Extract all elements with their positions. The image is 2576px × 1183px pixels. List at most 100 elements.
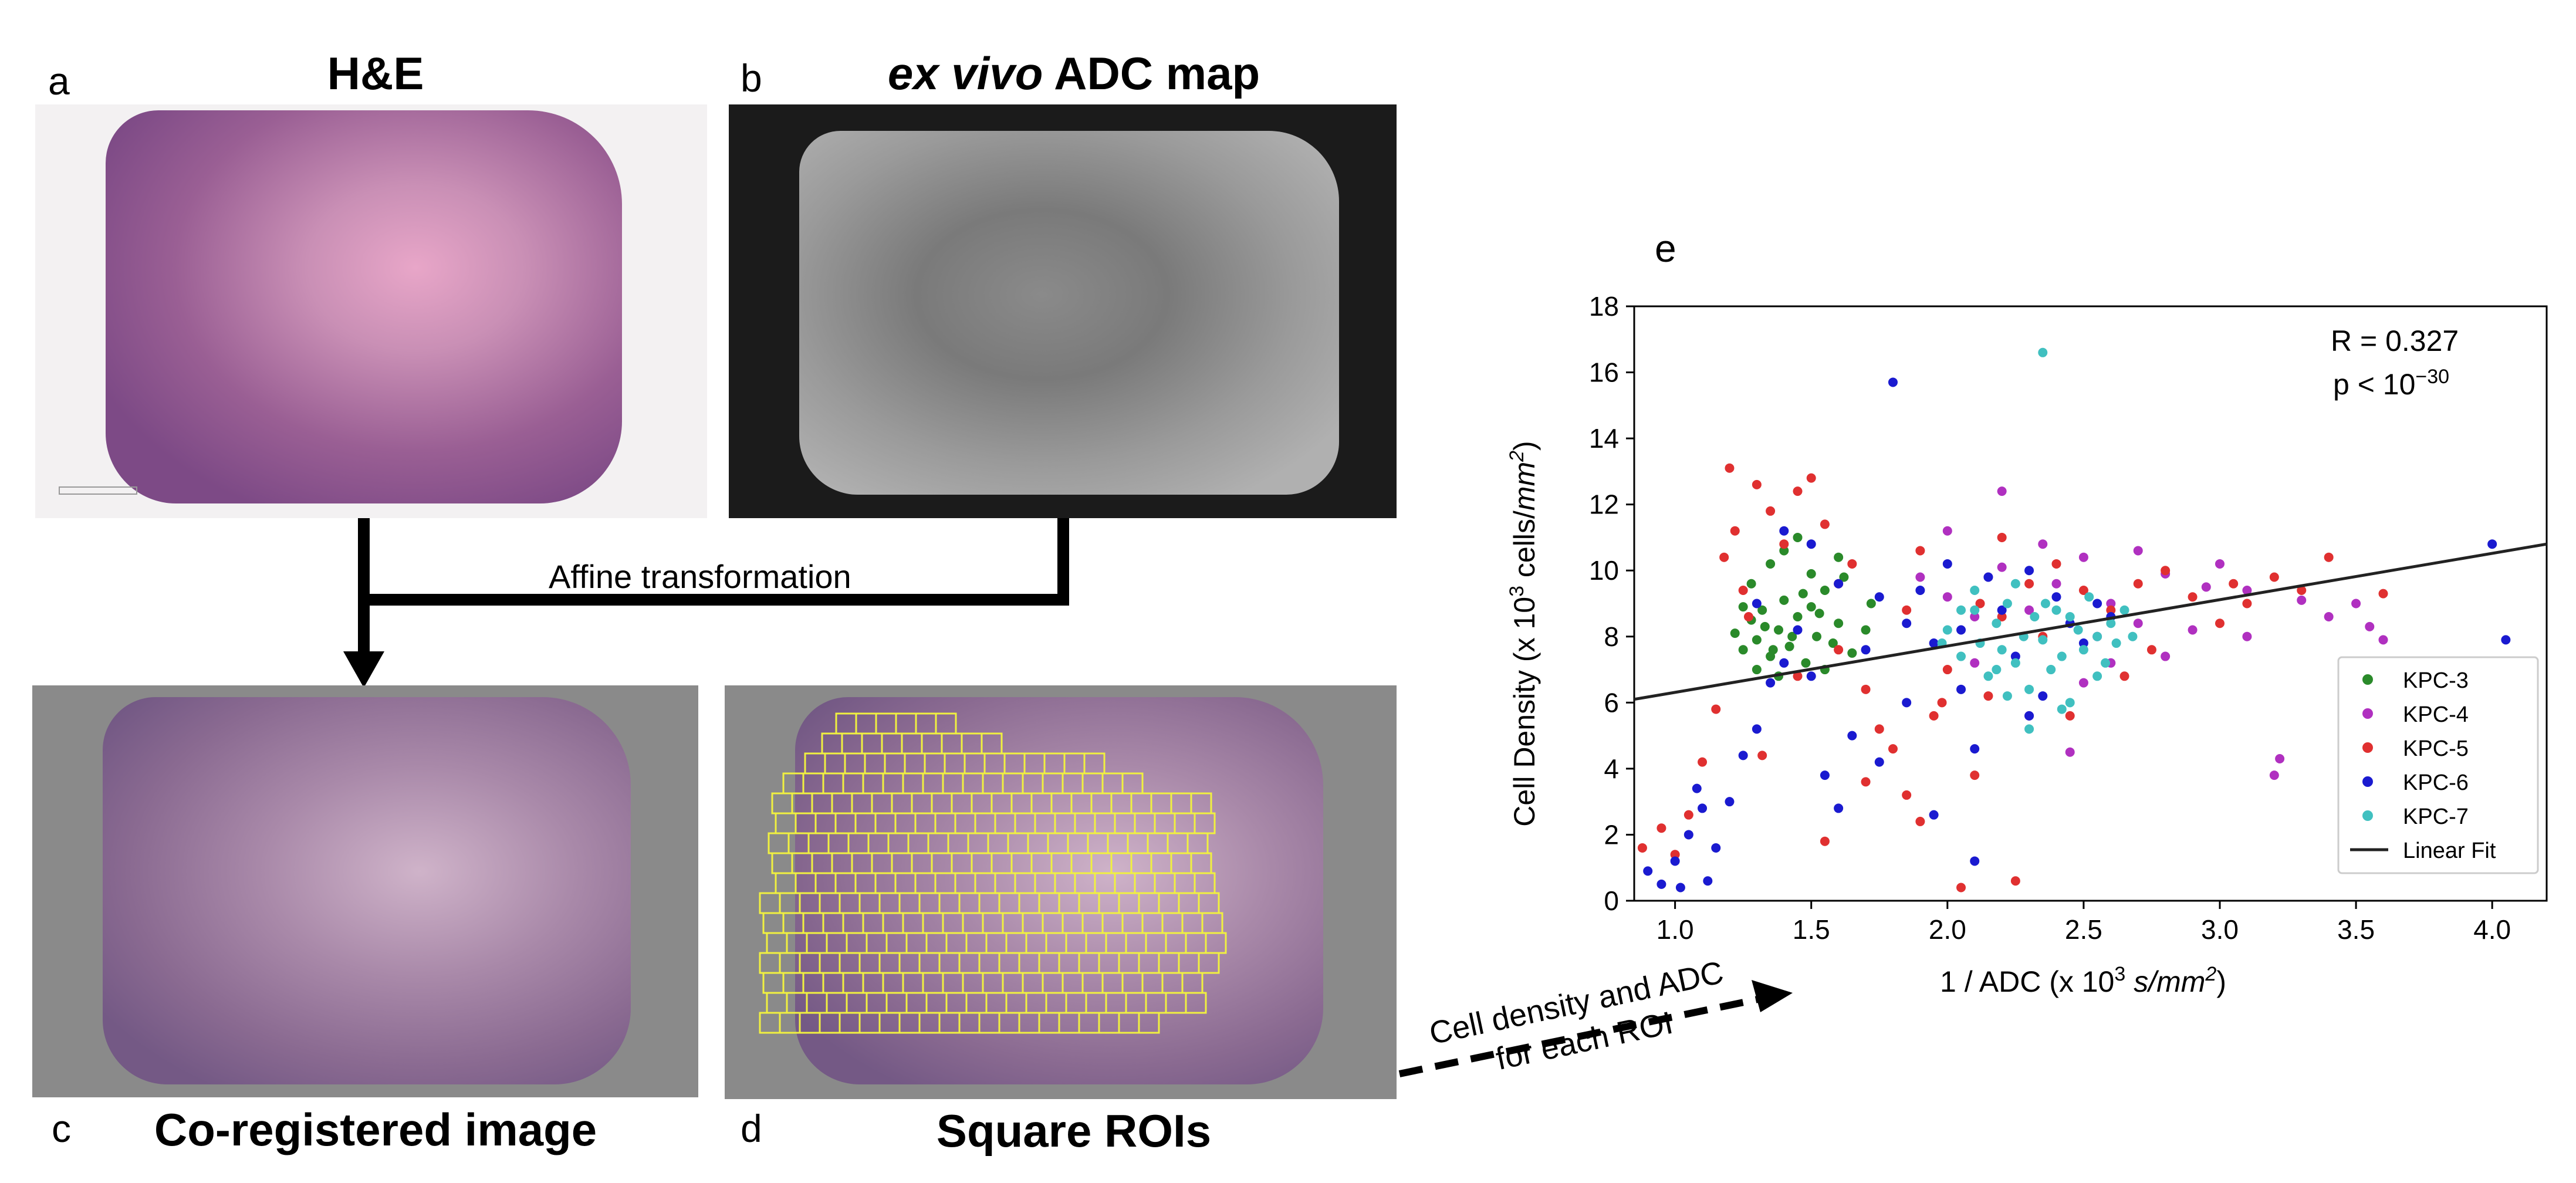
data-point-kpc-4	[2297, 595, 2307, 605]
roi-square	[947, 832, 969, 854]
roi-square	[1167, 832, 1189, 854]
data-point-kpc-6	[1861, 645, 1871, 655]
data-point-kpc-6	[1752, 724, 1762, 734]
data-point-kpc-6	[1711, 843, 1721, 853]
data-point-kpc-4	[1970, 658, 1980, 668]
roi-square	[1138, 892, 1160, 914]
data-point-kpc-7	[2065, 698, 2075, 708]
roi-square	[925, 932, 948, 954]
roi-square	[918, 1012, 941, 1034]
roi-square	[925, 992, 948, 1014]
data-point-kpc-5	[1975, 599, 1985, 609]
roi-square	[967, 832, 989, 854]
data-point-kpc-4	[1915, 572, 1925, 582]
data-point-kpc-6	[2092, 599, 2102, 609]
roi-square	[766, 932, 788, 954]
x-tick-label: 1.5	[1793, 914, 1830, 945]
roi-square	[822, 972, 844, 994]
data-point-kpc-6	[1970, 744, 1980, 754]
roi-square	[1190, 792, 1212, 814]
data-point-kpc-7	[1956, 605, 1966, 615]
data-point-kpc-5	[2188, 592, 2198, 602]
roi-square	[958, 892, 981, 914]
roi-square	[1065, 932, 1087, 954]
data-point-kpc-7	[2002, 599, 2012, 609]
data-point-kpc-6	[1779, 658, 1789, 668]
data-point-kpc-7	[2038, 635, 2048, 645]
roi-square	[874, 872, 897, 894]
y-tick-label: 10	[1589, 555, 1619, 586]
roi-square	[1101, 772, 1124, 795]
legend-label: Linear Fit	[2403, 839, 2496, 863]
roi-square	[1074, 812, 1096, 834]
data-point-kpc-7	[2057, 704, 2067, 714]
roi-square	[867, 832, 890, 854]
roi-square	[782, 972, 804, 994]
data-point-kpc-3	[1820, 585, 1830, 595]
affine-label: Affine transformation	[549, 558, 851, 595]
roi-square	[1005, 992, 1027, 1014]
roi-square	[1063, 752, 1086, 775]
data-point-kpc-4	[2161, 651, 2171, 661]
roi-square	[898, 952, 921, 974]
roi-square	[891, 852, 913, 874]
data-point-kpc-6	[1725, 797, 1735, 807]
roi-square	[954, 812, 976, 834]
roi-square	[898, 892, 921, 914]
panel-d-title: Square ROIs	[936, 1105, 1212, 1157]
data-point-kpc-6	[1834, 803, 1844, 813]
roi-square	[962, 912, 984, 934]
roi-square	[905, 992, 928, 1014]
roi-square	[791, 852, 813, 874]
roi-square	[938, 952, 961, 974]
roi-square	[911, 852, 933, 874]
roi-square	[846, 992, 868, 1014]
roi-square	[1070, 792, 1093, 814]
roi-square	[990, 792, 1013, 814]
data-point-kpc-7	[2040, 599, 2050, 609]
roi-square	[974, 872, 996, 894]
roi-square	[1002, 912, 1024, 934]
roi-square	[1050, 792, 1073, 814]
data-point-kpc-6	[1806, 539, 1816, 549]
data-point-kpc-5	[1670, 850, 1680, 860]
data-point-kpc-4	[2242, 631, 2252, 641]
roi-square	[1061, 772, 1084, 795]
roi-square	[1083, 752, 1106, 775]
roi-square	[819, 892, 841, 914]
roi-square	[998, 1012, 1020, 1034]
roi-square	[1110, 792, 1133, 814]
data-point-kpc-3	[1839, 572, 1849, 582]
panel-c-image	[32, 685, 698, 1097]
data-point-kpc-4	[1997, 562, 2007, 572]
roi-square	[1081, 772, 1104, 795]
roi-square	[1094, 812, 1116, 834]
data-point-kpc-6	[1874, 592, 1884, 602]
data-point-kpc-6	[1847, 731, 1857, 741]
y-tick-label: 6	[1604, 687, 1619, 718]
data-point-kpc-6	[1888, 377, 1898, 387]
roi-square	[814, 872, 837, 894]
roi-square	[931, 792, 953, 814]
roi-square	[878, 1012, 901, 1034]
legend-label: KPC-3	[2403, 668, 2469, 693]
roi-square	[982, 912, 1004, 934]
roi-square	[862, 972, 884, 994]
roi-square	[965, 992, 988, 1014]
roi-square	[768, 832, 790, 854]
roi-square	[782, 912, 804, 934]
roi-square	[915, 712, 937, 735]
roi-square	[1138, 952, 1160, 974]
data-point-kpc-4	[2275, 754, 2285, 764]
data-point-kpc-3	[1766, 559, 1776, 569]
roi-square	[839, 892, 861, 914]
roi-square	[1058, 952, 1080, 974]
roi-square	[861, 732, 883, 755]
roi-square	[759, 1012, 781, 1034]
roi-square	[1105, 992, 1127, 1014]
data-point-kpc-7	[2046, 665, 2056, 675]
roi-square	[1130, 852, 1152, 874]
roi-square	[894, 812, 917, 834]
roi-square	[994, 872, 1016, 894]
